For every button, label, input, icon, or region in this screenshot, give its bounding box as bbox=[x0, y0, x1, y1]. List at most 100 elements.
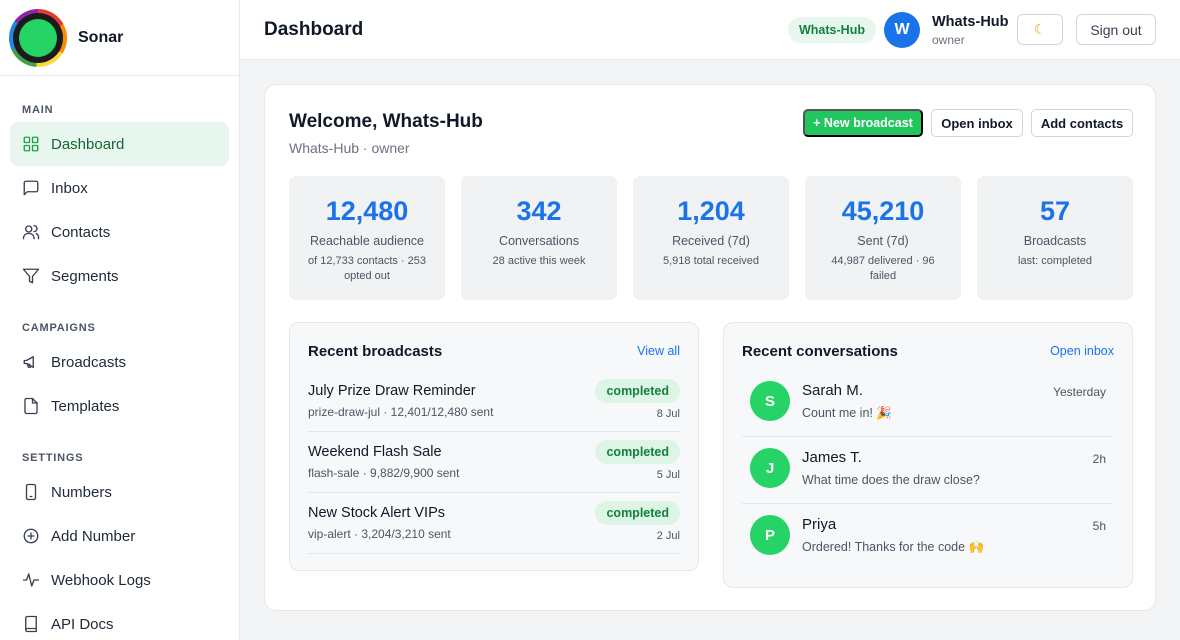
sidebar-item-templates[interactable]: Templates bbox=[10, 384, 229, 428]
status-badge: completed bbox=[595, 501, 680, 525]
recent-conversations-panel: Recent conversations Open inbox S Sarah … bbox=[723, 322, 1133, 588]
conversation-row[interactable]: P Priya Ordered! Thanks for the code 🙌 5… bbox=[742, 504, 1112, 571]
contact-name: Priya bbox=[802, 516, 837, 533]
stat-subtext: last: completed bbox=[1018, 255, 1092, 267]
user-avatar[interactable]: W bbox=[884, 12, 920, 48]
message-time: Yesterday bbox=[1053, 385, 1106, 399]
sidebar-item-label: Templates bbox=[51, 397, 120, 415]
stat-value: 1,204 bbox=[677, 196, 745, 226]
broadcast-date: 5 Jul bbox=[656, 469, 680, 481]
message-preview: What time does the draw close? bbox=[802, 473, 980, 487]
new-broadcast-button[interactable]: + New broadcast bbox=[803, 109, 923, 137]
stat-label: Sent (7d) bbox=[857, 234, 909, 248]
sidebar-item-label: Numbers bbox=[51, 483, 112, 501]
stat-card-sent: 45,210 Sent (7d) 44,987 delivered · 96 f… bbox=[805, 176, 961, 300]
grid-icon bbox=[22, 135, 40, 153]
book-icon bbox=[22, 615, 40, 633]
filter-icon bbox=[22, 267, 40, 285]
stat-card-conversations: 342 Conversations 28 active this week bbox=[461, 176, 617, 300]
sidebar-item-webhook-logs[interactable]: Webhook Logs bbox=[10, 558, 229, 602]
file-icon bbox=[22, 397, 40, 415]
stat-value: 57 bbox=[1039, 196, 1071, 226]
add-contacts-button[interactable]: Add contacts bbox=[1031, 109, 1133, 137]
message-preview: Ordered! Thanks for the code 🙌 bbox=[802, 540, 985, 554]
stat-label: Received (7d) bbox=[672, 234, 750, 248]
sidebar-item-label: Contacts bbox=[51, 223, 111, 241]
stat-value: 342 bbox=[516, 196, 562, 226]
moon-icon: ☾ bbox=[1033, 21, 1047, 37]
sidebar-item-dashboard[interactable]: Dashboard bbox=[10, 122, 229, 166]
plus-circle-icon bbox=[22, 527, 40, 545]
broadcast-row[interactable]: New Stock Alert VIPs vip-alert · 3,204/3… bbox=[308, 493, 680, 554]
sidebar-item-label: Inbox bbox=[51, 179, 88, 197]
sidebar-item-numbers[interactable]: Numbers bbox=[10, 470, 229, 514]
sidebar-item-contacts[interactable]: Contacts bbox=[10, 210, 229, 254]
sidebar-item-add-number[interactable]: Add Number bbox=[10, 514, 229, 558]
broadcast-meta: prize-draw-jul · 12,401/12,480 sent bbox=[308, 405, 494, 419]
stat-label: Conversations bbox=[499, 234, 579, 248]
workspace-badge[interactable]: Whats-Hub bbox=[788, 17, 876, 43]
status-badge: completed bbox=[595, 379, 680, 403]
broadcast-name: New Stock Alert VIPs bbox=[308, 505, 445, 521]
stat-subtext: 5,918 total received bbox=[662, 255, 759, 267]
message-time: 5h bbox=[1092, 519, 1106, 533]
panel-title: Recent conversations bbox=[742, 343, 898, 360]
sidebar-item-broadcasts[interactable]: Broadcasts bbox=[10, 340, 229, 384]
message-time: 2h bbox=[1092, 452, 1106, 466]
conversation-row[interactable]: S Sarah M. Count me in! 🎉 Yesterday bbox=[742, 370, 1112, 437]
welcome-subtitle: Whats-Hub · owner bbox=[289, 140, 410, 156]
sidebar-item-inbox[interactable]: Inbox bbox=[10, 166, 229, 210]
view-all-broadcasts-link[interactable]: View all bbox=[637, 344, 680, 358]
page-title: Dashboard bbox=[264, 19, 364, 40]
contact-name: James T. bbox=[802, 449, 862, 466]
stat-value: 12,480 bbox=[325, 196, 409, 226]
contact-avatar: P bbox=[750, 515, 790, 555]
open-inbox-button[interactable]: Open inbox bbox=[931, 109, 1023, 137]
status-badge: completed bbox=[595, 440, 680, 464]
sidebar-item-label: Broadcasts bbox=[51, 353, 127, 371]
sidebar-nav: MAIN Dashboard Inbox Contacts Segments C… bbox=[0, 76, 239, 640]
nav-section-campaigns: CAMPAIGNS bbox=[22, 322, 96, 334]
broadcast-name: Weekend Flash Sale bbox=[308, 444, 442, 460]
recent-broadcasts-panel: Recent broadcasts View all July Prize Dr… bbox=[289, 322, 699, 571]
contact-avatar: S bbox=[750, 381, 790, 421]
chat-icon bbox=[22, 179, 40, 197]
sign-out-button[interactable]: Sign out bbox=[1076, 14, 1156, 45]
message-preview: Count me in! 🎉 bbox=[802, 406, 892, 420]
brand-name: Sonar bbox=[78, 28, 124, 46]
sonar-logo bbox=[9, 8, 67, 67]
conversation-row[interactable]: J James T. What time does the draw close… bbox=[742, 437, 1112, 504]
users-icon bbox=[22, 223, 40, 241]
broadcast-date: 8 Jul bbox=[656, 408, 680, 420]
stat-subtext: of 12,733 contacts · 253 opted out bbox=[307, 255, 427, 282]
sidebar: Sonar MAIN Dashboard Inbox Contacts Segm… bbox=[0, 0, 240, 640]
theme-toggle-button[interactable]: ☾ bbox=[1017, 14, 1063, 45]
sidebar-item-label: Dashboard bbox=[51, 135, 125, 153]
broadcast-row[interactable]: Weekend Flash Sale flash-sale · 9,882/9,… bbox=[308, 432, 680, 493]
nav-section-main: MAIN bbox=[22, 104, 54, 116]
sidebar-item-label: Webhook Logs bbox=[51, 571, 151, 589]
dashboard-card: Welcome, Whats-Hub Whats-Hub · owner + N… bbox=[264, 84, 1156, 611]
broadcast-name: July Prize Draw Reminder bbox=[308, 383, 476, 399]
sidebar-item-segments[interactable]: Segments bbox=[10, 254, 229, 298]
sidebar-item-label: API Docs bbox=[51, 615, 114, 633]
broadcast-meta: vip-alert · 3,204/3,210 sent bbox=[308, 527, 451, 541]
open-inbox-link[interactable]: Open inbox bbox=[1050, 344, 1114, 358]
user-name: Whats-Hub bbox=[932, 14, 1009, 30]
stat-card-reachable-audience: 12,480 Reachable audience of 12,733 cont… bbox=[289, 176, 445, 300]
activity-icon bbox=[22, 571, 40, 589]
stat-subtext: 44,987 delivered · 96 failed bbox=[831, 255, 935, 282]
brand[interactable]: Sonar bbox=[0, 0, 239, 76]
stat-card-received: 1,204 Received (7d) 5,918 total received bbox=[633, 176, 789, 300]
broadcast-row[interactable]: July Prize Draw Reminder prize-draw-jul … bbox=[308, 371, 680, 432]
contact-avatar: J bbox=[750, 448, 790, 488]
phone-icon bbox=[22, 483, 40, 501]
welcome-title: Welcome, Whats-Hub bbox=[289, 111, 483, 132]
stat-label: Reachable audience bbox=[310, 234, 424, 248]
top-header: Dashboard Whats-Hub W Whats-Hub owner ☾ … bbox=[240, 0, 1180, 60]
sidebar-item-api-docs[interactable]: API Docs bbox=[10, 602, 229, 640]
megaphone-icon bbox=[22, 353, 40, 371]
nav-section-settings: SETTINGS bbox=[22, 452, 84, 464]
user-role: owner bbox=[932, 33, 965, 47]
contact-name: Sarah M. bbox=[802, 382, 863, 399]
